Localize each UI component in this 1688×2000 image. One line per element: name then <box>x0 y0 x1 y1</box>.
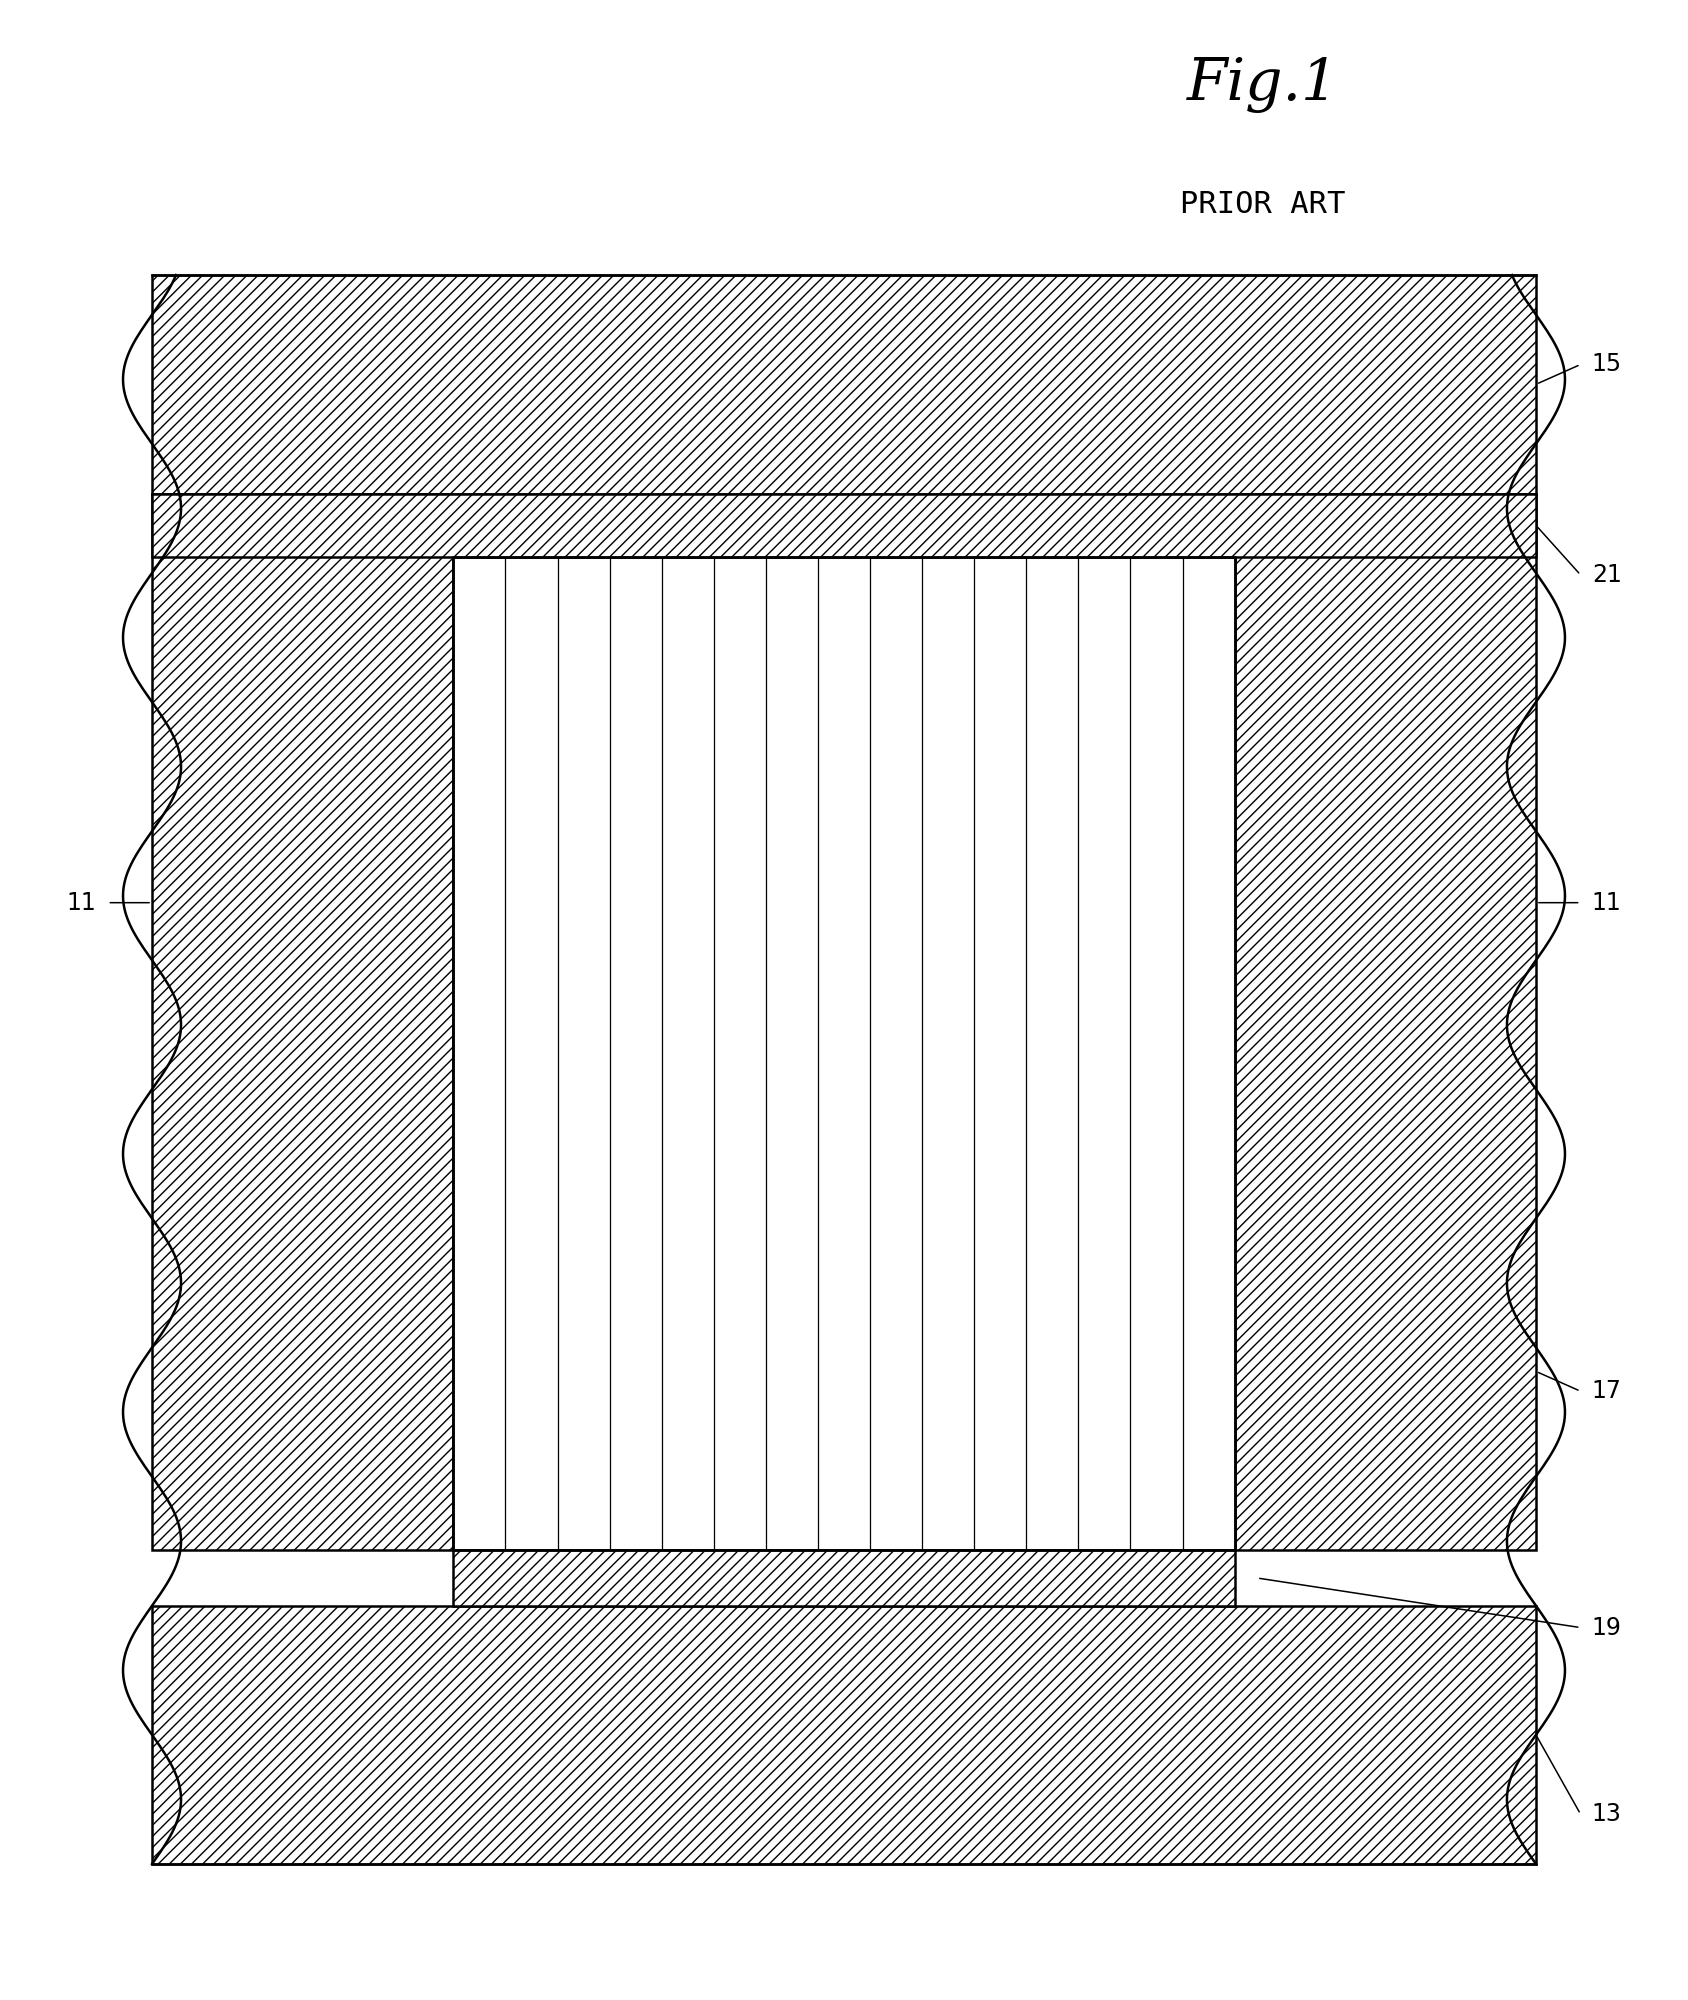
Text: 11: 11 <box>66 890 96 914</box>
Text: PRIOR ART: PRIOR ART <box>1180 190 1345 218</box>
Bar <box>152 276 1536 494</box>
Text: 15: 15 <box>1592 352 1622 376</box>
Bar <box>454 558 1234 1550</box>
Bar <box>152 1606 1536 1864</box>
Bar <box>1234 494 1536 1550</box>
Text: Fig.1: Fig.1 <box>1187 56 1339 114</box>
Text: 11: 11 <box>1592 890 1622 914</box>
Bar <box>454 1550 1234 1606</box>
Text: 21: 21 <box>1592 562 1622 586</box>
Text: 13: 13 <box>1592 1802 1622 1826</box>
Bar <box>152 494 1536 558</box>
Text: 19: 19 <box>1592 1616 1622 1640</box>
Bar <box>152 494 454 1550</box>
Bar <box>454 558 1234 1550</box>
Text: 17: 17 <box>1592 1380 1622 1404</box>
